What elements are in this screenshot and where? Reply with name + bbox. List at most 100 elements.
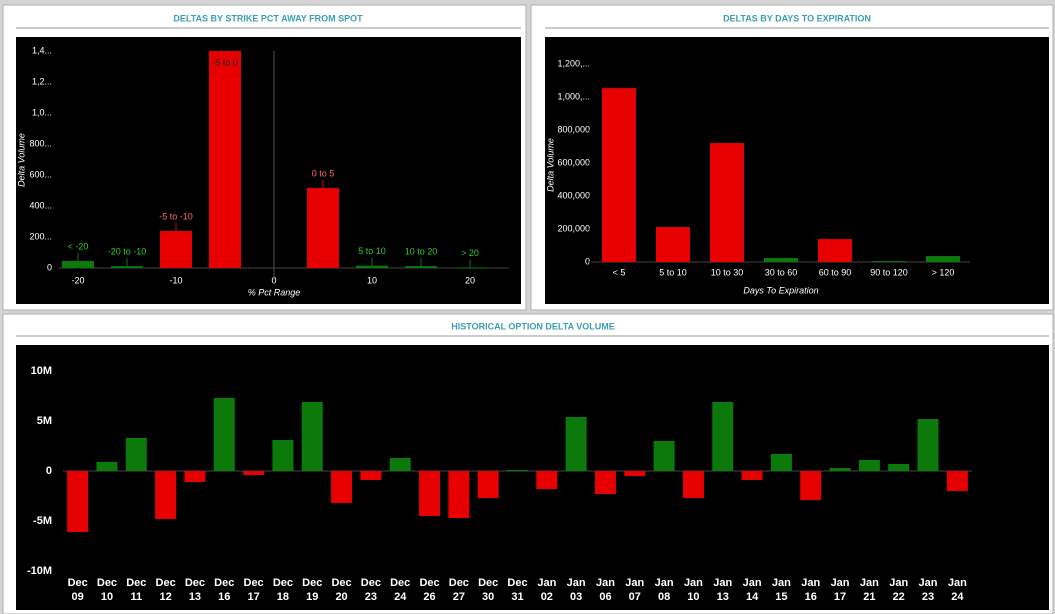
bar	[656, 227, 690, 262]
x-tick-label: Jan 02	[537, 577, 556, 603]
x-tick-label: Dec 31	[507, 577, 527, 603]
bar	[243, 471, 265, 475]
x-tick-label: Dec 17	[244, 577, 264, 603]
x-axis-title: Days To Expiration	[743, 285, 818, 295]
x-tick-label: Jan 07	[625, 577, 644, 603]
x-tick-label: 10 to 30	[711, 267, 744, 277]
x-tick-label: < 5	[613, 267, 626, 277]
y-tick-label: 600...	[29, 169, 52, 179]
x-tick-label: Dec 26	[419, 577, 439, 603]
bar	[272, 440, 294, 471]
x-tick-label: Dec 10	[97, 577, 117, 603]
y-tick-label: 5M	[37, 415, 52, 427]
bar	[125, 438, 147, 471]
data-label: -20 to -10	[108, 247, 147, 257]
bar	[419, 471, 441, 516]
x-tick-label: Jan 24	[948, 577, 967, 603]
bar	[96, 462, 118, 471]
bar	[602, 88, 636, 262]
y-tick-label: 0	[47, 262, 52, 272]
bar	[710, 143, 744, 262]
y-axis-title: Delta Volume	[16, 133, 26, 187]
chart-title: DELTAS BY DAYS TO EXPIRATION	[723, 13, 871, 23]
x-tick-label: Jan 16	[801, 577, 820, 603]
x-tick-label: 60 to 90	[819, 267, 852, 277]
y-tick-label: 400,000	[557, 190, 590, 200]
data-label: 0 to 5	[312, 168, 335, 178]
bar	[62, 261, 94, 268]
x-tick-label: Jan 21	[860, 577, 879, 603]
x-tick-label: 0	[271, 275, 276, 285]
x-tick-label: Jan 23	[919, 577, 938, 603]
bar	[331, 471, 353, 503]
y-tick-label: 800,000	[557, 124, 590, 134]
bar	[184, 471, 206, 482]
bar	[917, 419, 939, 471]
bar	[301, 402, 323, 471]
chart-title: DELTAS BY STRIKE PCT AWAY FROM SPOT	[173, 13, 363, 23]
x-tick-label: -10	[169, 275, 182, 285]
bar	[477, 471, 499, 498]
y-tick-label: 200...	[29, 231, 52, 241]
bar	[888, 464, 910, 471]
x-tick-label: Jan 06	[596, 577, 615, 603]
data-label: -5 to -10	[159, 211, 193, 221]
y-tick-label: 800...	[29, 138, 52, 148]
bar	[360, 471, 382, 480]
x-tick-label: Jan 17	[831, 577, 850, 603]
y-tick-label: 200,000	[557, 223, 590, 233]
x-tick-label: Dec 11	[126, 577, 146, 603]
bar	[155, 471, 177, 519]
x-tick-label: 90 to 120	[870, 267, 908, 277]
x-tick-label: Dec 24	[390, 577, 410, 603]
x-tick-label: Dec 12	[156, 577, 176, 603]
data-label: > 20	[461, 248, 479, 258]
bar	[160, 230, 192, 268]
bar	[764, 258, 798, 262]
bar	[507, 470, 528, 471]
x-tick-label: Jan 13	[713, 577, 732, 603]
bar	[213, 398, 235, 471]
x-tick-label: Dec 13	[185, 577, 205, 603]
x-tick-label: Dec 16	[214, 577, 234, 603]
bar	[389, 458, 411, 471]
x-axis-title: % Pct Range	[248, 287, 301, 297]
bar	[209, 51, 241, 268]
data-label: 10 to 20	[405, 247, 438, 257]
x-tick-label: Dec 09	[68, 577, 88, 603]
bar	[111, 266, 143, 268]
bar	[565, 417, 587, 471]
x-tick-label: Dec 18	[273, 577, 293, 603]
x-tick-label: Jan 15	[772, 577, 791, 603]
y-tick-label: 1,4...	[32, 45, 52, 55]
data-label: < -20	[68, 241, 89, 251]
y-tick-label: -5M	[33, 515, 52, 527]
y-tick-label: 600,000	[557, 157, 590, 167]
y-tick-label: -10M	[27, 565, 52, 577]
bar	[67, 471, 89, 532]
chart-title: HISTORICAL OPTION DELTA VOLUME	[451, 321, 615, 331]
bar	[800, 471, 822, 500]
y-tick-label: 0	[46, 465, 52, 477]
bar	[818, 239, 852, 262]
y-tick-label: 1,000,...	[557, 91, 590, 101]
bar	[448, 471, 470, 518]
bar	[624, 471, 646, 476]
x-tick-label: Jan 08	[655, 577, 674, 603]
x-tick-label: 10	[367, 275, 377, 285]
bar	[307, 188, 339, 268]
bar	[536, 471, 558, 489]
x-tick-label: Dec 30	[478, 577, 498, 603]
bar	[829, 468, 851, 471]
x-tick-label: Jan 10	[684, 577, 703, 603]
y-tick-label: 10M	[31, 365, 52, 377]
y-tick-label: 1,2...	[32, 76, 52, 86]
x-tick-label: Dec 23	[361, 577, 381, 603]
x-tick-label: -20	[71, 275, 84, 285]
bar	[946, 471, 968, 491]
bar	[594, 471, 616, 494]
y-tick-label: 400...	[29, 200, 52, 210]
x-tick-label: Jan 22	[889, 577, 908, 603]
x-tick-label: Dec 27	[449, 577, 469, 603]
x-tick-label: 20	[465, 275, 475, 285]
